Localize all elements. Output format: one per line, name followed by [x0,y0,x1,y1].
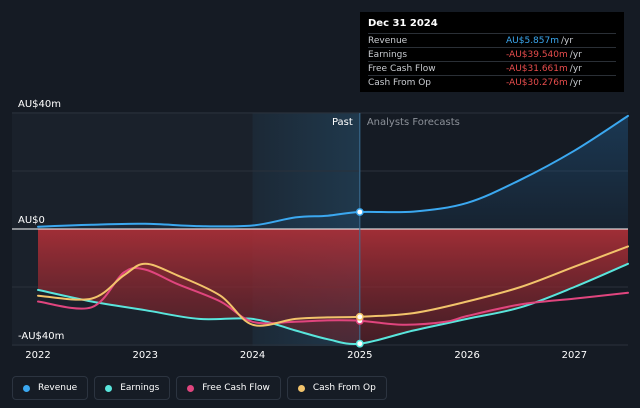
legend-label: Revenue [38,383,78,393]
tooltip-date: Dec 31 2024 [368,18,438,29]
tooltip-row-label: Revenue [368,35,408,46]
y-axis-label: -AU$40m [18,331,64,342]
tooltip-row-value: -AU$31.661m [506,63,568,74]
legend-dot-icon [105,384,113,392]
tooltip-row-revenue: Revenue AU$5.857m /yr [368,33,616,47]
legend-label: Cash From Op [312,383,376,393]
tooltip-row-cash-from-op: Cash From Op -AU$30.276m /yr [368,75,616,89]
tooltip-row-value: AU$5.857m [506,35,560,46]
y-axis-label: AU$40m [18,99,61,110]
x-axis-label: 2025 [347,350,372,361]
legend-item-revenue[interactable]: Revenue [12,376,89,400]
marker-cash-from-op [355,312,364,321]
legend-label: Free Cash Flow [202,383,270,393]
series-line-earnings [37,262,629,345]
x-axis-label: 2023 [133,350,158,361]
tooltip-row-earnings: Earnings -AU$39.540m /yr [368,47,616,61]
legend-item-earnings[interactable]: Earnings [94,376,171,400]
legend-item-free-cash-flow[interactable]: Free Cash Flow [176,376,281,400]
tooltip-row-unit: /yr [561,35,574,46]
series-line-cash-from-op [37,245,629,327]
tooltip-row-unit: /yr [569,49,582,60]
x-axis-label: 2027 [562,350,587,361]
series-line-revenue [37,114,629,228]
legend: Revenue Earnings Free Cash Flow Cash Fro… [12,376,387,400]
legend-item-cash-from-op[interactable]: Cash From Op [286,376,387,400]
tooltip-row-value: -AU$39.540m [506,49,568,60]
legend-dot-icon [23,384,30,392]
tooltip-row-unit: /yr [569,77,582,88]
forecast-label: Analysts Forecasts [367,117,460,128]
x-axis-label: 2024 [240,350,265,361]
tooltip-row-label: Earnings [368,49,408,60]
x-axis-label: 2026 [454,350,479,361]
tooltip-row-label: Cash From Op [368,77,432,88]
revenue-area-fill [38,115,628,229]
marker-earnings [355,339,364,348]
marker-revenue [355,208,364,216]
x-axis-label: 2022 [25,350,50,361]
tooltip-row-free-cash-flow: Free Cash Flow -AU$31.661m /yr [368,61,616,75]
tooltip-row-unit: /yr [569,63,582,74]
tooltip-row-label: Free Cash Flow [368,63,436,74]
tooltip-row-value: -AU$30.276m [506,77,568,88]
y-axis-label: AU$0 [18,215,45,226]
legend-dot-icon [187,384,195,392]
legend-label: Earnings [120,383,160,393]
legend-dot-icon [297,384,305,392]
past-label: Past [332,117,353,128]
tooltip: Dec 31 2024 Revenue AU$5.857m /yr Earnin… [360,12,624,92]
